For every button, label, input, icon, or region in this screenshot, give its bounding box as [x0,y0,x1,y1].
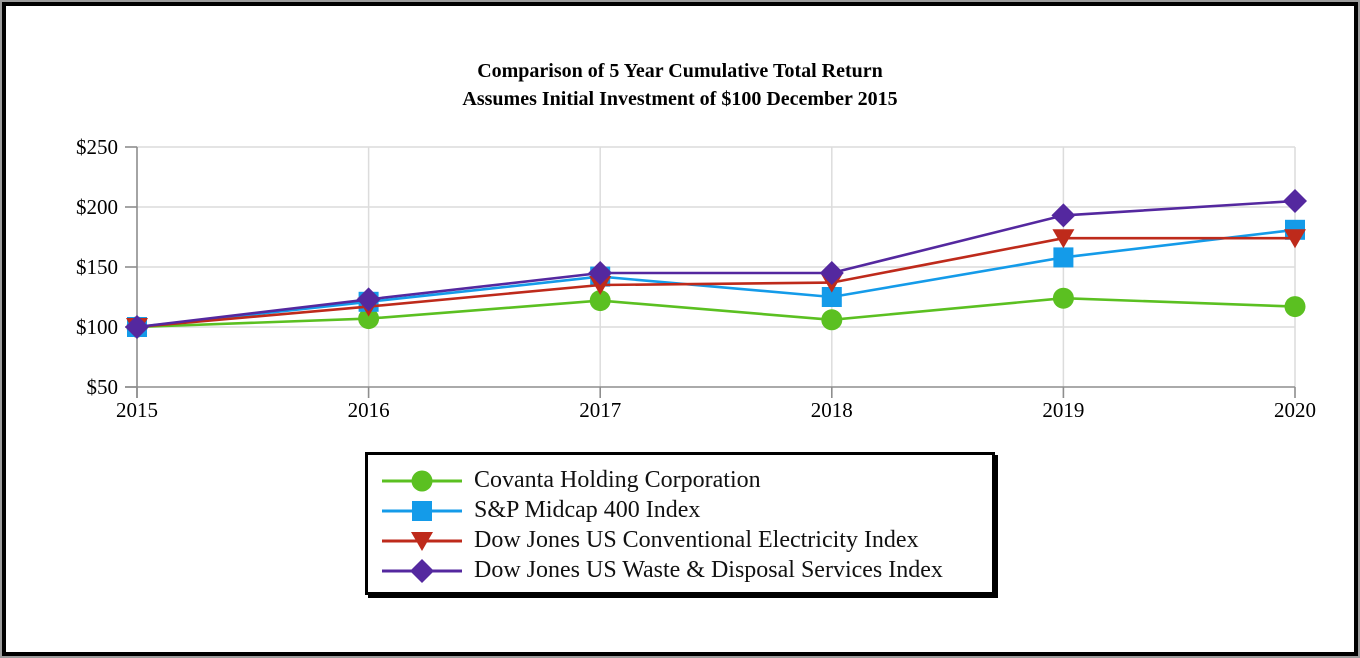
legend-item: Dow Jones US Conventional Electricity In… [380,526,992,556]
legend-label: S&P Midcap 400 Index [474,497,701,523]
diamond-marker [125,315,149,339]
x-tick-label: 2016 [348,398,390,422]
square-marker [821,287,842,307]
legend-label: Covanta Holding Corporation [474,467,761,493]
x-tick-label: 2020 [1274,398,1316,422]
triangle-down-marker [1052,229,1075,249]
series-line [136,228,1296,329]
x-tick-label: 2018 [811,398,853,422]
y-tick-label: $200 [76,195,118,219]
y-tick-label: $50 [87,375,119,399]
legend-label: Dow Jones US Conventional Electricity In… [474,527,919,553]
circle-marker [1284,296,1306,318]
x-tick-label: 2015 [116,398,158,422]
diamond-marker [1283,189,1307,213]
y-tick-label: $150 [76,255,118,279]
legend-label: Dow Jones US Waste & Disposal Services I… [474,557,943,583]
legend-item: Covanta Holding Corporation [380,466,992,496]
circle-marker [821,309,843,331]
series-dow-jones-us-waste-disposal-services-index [125,189,1307,339]
diamond-legend-icon [382,558,462,583]
legend-item: Dow Jones US Waste & Disposal Services I… [380,556,992,586]
triangle-down-legend-icon [382,531,462,551]
chart-title: Comparison of 5 Year Cumulative Total Re… [477,60,883,82]
circle-marker [1052,287,1074,309]
diamond-marker [356,287,381,312]
series-line [136,236,1295,329]
y-tick-label: $250 [76,135,118,159]
x-tick-label: 2019 [1042,398,1084,422]
chart-legend: Covanta Holding Corporation S&P Midcap 40… [365,452,995,595]
y-tick-label: $100 [76,315,118,339]
circle-marker [589,290,611,312]
triangle-down-marker [589,276,612,295]
triangle-down-marker [1284,229,1306,249]
square-marker [1053,247,1074,268]
circle-legend-icon [382,470,462,491]
square-legend-icon [382,500,462,521]
diamond-marker [1051,203,1076,228]
diamond-marker [588,261,613,285]
chart-title-block: Comparison of 5 Year Cumulative Total Re… [0,57,1360,113]
series-line [136,199,1296,329]
circle-marker [358,308,380,330]
x-tick-label: 2017 [579,398,621,422]
series-line [136,296,1296,329]
diamond-marker [819,261,844,285]
chart-subtitle: Assumes Initial Investment of $100 Decem… [462,88,898,110]
legend-item: S&P Midcap 400 Index [380,496,992,526]
